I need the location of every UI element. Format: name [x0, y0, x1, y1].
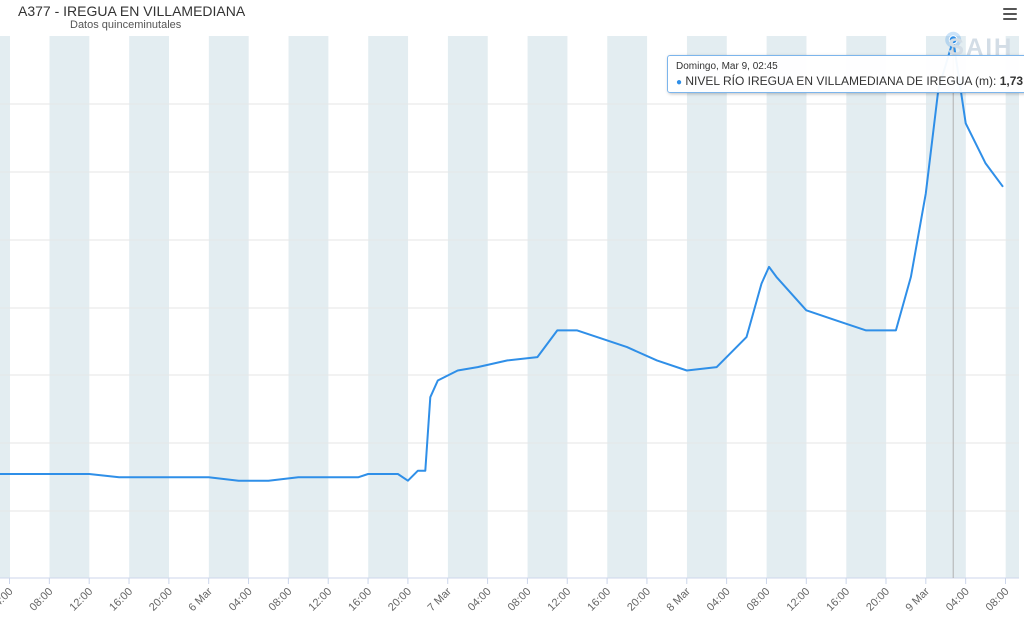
x-tick-label: 12:00	[784, 586, 812, 614]
x-tick-label: 7 Mar	[425, 585, 454, 614]
alternate-band	[368, 36, 409, 578]
menu-bar	[1003, 18, 1017, 20]
menu-bar	[1003, 8, 1017, 10]
chart-title: A377 - IREGUA EN VILLAMEDIANA	[18, 3, 246, 19]
alternate-band	[288, 36, 329, 578]
chart-subtitle: Datos quinceminutales	[70, 19, 182, 31]
x-tick-label: 16:00	[824, 586, 852, 614]
x-tick-label: 12:00	[67, 586, 95, 614]
x-tick-label: 8 Mar	[665, 585, 694, 614]
x-tick-label: 16:00	[346, 586, 374, 614]
peak-point	[948, 35, 958, 45]
x-tick-label: 9 Mar	[904, 585, 933, 614]
saih-watermark: SAIH	[948, 34, 1014, 61]
x-tick-label: 04:00	[227, 586, 255, 614]
alternate-band	[527, 36, 568, 578]
alternate-band	[447, 36, 488, 578]
x-tick-label: 20:00	[625, 586, 653, 614]
x-tick-label: 04:00	[0, 586, 16, 614]
x-tick-label: 08:00	[28, 586, 56, 614]
x-tick-label: 12:00	[306, 586, 334, 614]
x-tick-label: 08:00	[267, 586, 295, 614]
x-tick-label: 12:00	[545, 586, 573, 614]
alternate-band	[925, 36, 966, 578]
x-tick-label: 04:00	[944, 586, 972, 614]
x-tick-label: 20:00	[386, 586, 414, 614]
x-tick-label: 16:00	[107, 586, 135, 614]
alternate-band	[766, 36, 807, 578]
alternate-band	[0, 36, 10, 578]
alternate-band	[1005, 36, 1019, 578]
x-tick-label: 6 Mar	[186, 585, 215, 614]
x-tick-label: 04:00	[705, 586, 733, 614]
alternate-band	[846, 36, 887, 578]
x-tick-label: 08:00	[984, 586, 1012, 614]
x-tick-label: 20:00	[147, 586, 175, 614]
alternate-band	[49, 36, 90, 578]
series-line-nivel	[0, 38, 1004, 482]
alternate-band	[129, 36, 170, 578]
alternate-band	[208, 36, 249, 578]
x-tick-label: 16:00	[585, 586, 613, 614]
x-tick-label: 20:00	[864, 586, 892, 614]
alternate-band	[686, 36, 727, 578]
hamburger-menu-icon[interactable]	[1000, 6, 1020, 24]
alternate-band	[607, 36, 648, 578]
x-tick-label: 04:00	[466, 586, 494, 614]
menu-bar	[1003, 13, 1017, 15]
x-tick-label: 08:00	[506, 586, 534, 614]
x-tick-label: 08:00	[745, 586, 773, 614]
